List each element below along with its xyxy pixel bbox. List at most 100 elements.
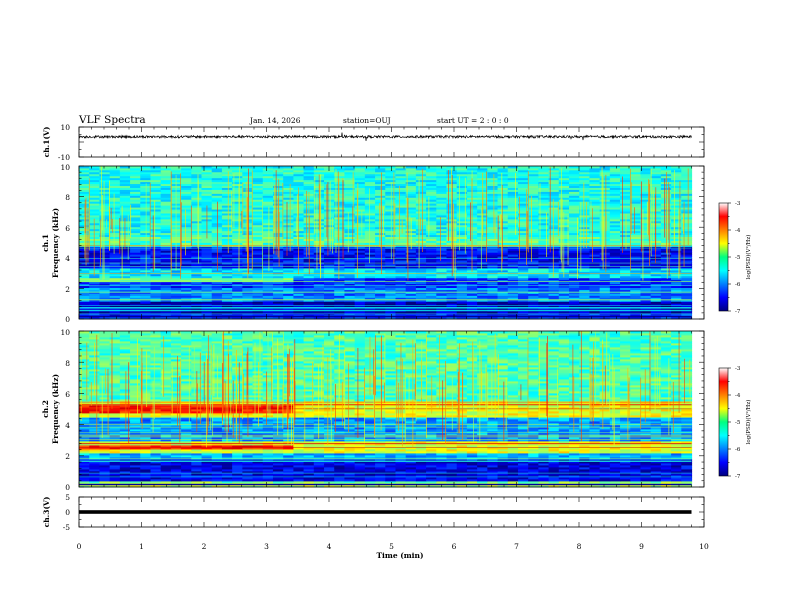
spectrogram-cell <box>232 271 243 275</box>
spectrogram-cell <box>160 287 172 290</box>
spectrogram-cell <box>671 191 682 194</box>
spectrogram-cell <box>89 279 101 283</box>
spectrogram-cell <box>517 197 529 200</box>
spectrogram-cell <box>671 271 682 275</box>
spectrogram-cell <box>660 313 672 316</box>
spectrogram-cell <box>517 181 529 185</box>
spectrogram-cell <box>507 273 519 277</box>
spectrogram-cell <box>589 234 601 238</box>
spectrogram-cell <box>109 209 121 212</box>
spectrogram-cell <box>272 295 284 298</box>
spectrogram-cell <box>599 297 611 300</box>
spectrogram-cell <box>599 181 611 185</box>
spectrogram-cell <box>354 252 366 255</box>
spectrogram-cell <box>538 203 550 206</box>
spectrogram-cell <box>548 297 560 300</box>
spectrogram-cell <box>262 240 274 243</box>
spectrogram-cell <box>140 238 152 241</box>
spectrogram-cell <box>375 258 386 261</box>
ch1-ytick-top: 10 <box>60 123 70 132</box>
spectrogram-cell <box>293 297 305 300</box>
spectrogram-cell <box>313 232 325 236</box>
spectrogram-cell <box>640 299 652 302</box>
spectrogram-cell <box>181 246 192 249</box>
spectrogram-cell <box>109 191 121 194</box>
spectrogram-cell <box>283 246 294 249</box>
spectrogram-cell <box>671 269 682 273</box>
figure-title: VLF Spectra <box>78 114 146 126</box>
spectrogram-cell <box>181 266 192 269</box>
spectrogram-cell <box>252 281 264 285</box>
spectrogram-cell <box>620 230 631 234</box>
spectrogram-cell <box>528 189 539 192</box>
spectrogram-cell <box>609 271 621 275</box>
spectrogram-cell <box>620 317 631 320</box>
spectrogram-cell <box>650 264 662 267</box>
spectrogram-cell <box>640 269 652 273</box>
spectrogram-cell <box>181 269 192 273</box>
spectrogram-cell <box>538 277 550 281</box>
spectrogram-cell <box>517 234 529 238</box>
spectrogram-cell <box>262 209 274 212</box>
spectrogram-cell <box>201 301 213 304</box>
spectrogram-sferic <box>175 174 177 271</box>
spectrogram-cell <box>620 203 631 206</box>
spectrogram-cell <box>232 281 243 285</box>
spectrogram-cell <box>538 275 550 279</box>
spectrogram-cell <box>160 317 172 320</box>
spectrogram-sferic <box>326 184 328 238</box>
spectrogram-cell <box>160 224 172 228</box>
spectrogram-cell <box>487 303 499 306</box>
spectrogram-cell <box>201 256 213 259</box>
spectrogram-cell <box>283 199 294 202</box>
spectrogram-cell <box>671 301 682 304</box>
spectrogram-cell <box>497 250 509 253</box>
spectrogram-cell <box>262 207 274 210</box>
spectrogram-cell <box>89 248 101 251</box>
spectrogram-cell <box>375 297 386 300</box>
spectrogram-cell <box>324 317 335 320</box>
spectrogram-cell <box>232 279 243 283</box>
spectrogram-cell <box>324 246 335 249</box>
spectrogram-cell <box>140 226 152 230</box>
spectrogram-cell <box>548 238 560 241</box>
spectrogram-cell <box>487 189 499 192</box>
spectrogram-cell <box>548 289 560 292</box>
spectrogram-cell <box>456 246 468 249</box>
spectrogram-cell <box>609 299 621 302</box>
spectrogram-cell <box>630 256 642 259</box>
spectrogram-cell <box>660 287 672 290</box>
spectrogram-cell <box>89 236 101 239</box>
spectrogram-cell <box>99 209 111 212</box>
spectrogram-cell <box>426 230 437 234</box>
spectrogram-cell <box>548 252 560 255</box>
spectrogram-cell <box>426 269 437 273</box>
spectrogram-cell <box>630 252 642 255</box>
spectrogram-cell <box>252 266 264 269</box>
spectrogram-cell <box>497 301 509 304</box>
spectrogram-cell <box>497 197 509 200</box>
spectrogram-cell <box>283 273 294 277</box>
spectrogram-cell <box>660 258 672 261</box>
spectrogram-cell <box>620 234 631 238</box>
spectrogram-cell <box>160 238 172 241</box>
spectrogram-cell <box>558 209 570 212</box>
spectrogram-cell <box>569 195 580 198</box>
spectrogram-cell <box>272 258 284 261</box>
spectrogram-cell <box>150 209 162 212</box>
spectrogram-cell <box>109 285 121 289</box>
spectrogram-cell <box>415 258 427 261</box>
spectrogram-cell <box>497 305 509 308</box>
spectrogram-cell <box>569 252 580 255</box>
spectrogram-cell <box>436 226 448 230</box>
spectrogram-cell <box>344 252 356 255</box>
spectrogram-line <box>79 299 692 301</box>
spectrogram-cell <box>324 205 335 208</box>
spectrogram-cell <box>221 248 233 251</box>
spectrogram-cell <box>150 271 162 275</box>
spectrogram-cell <box>283 226 294 230</box>
spectrogram-cell <box>221 305 233 308</box>
spectrogram-cell <box>191 222 203 226</box>
spectrogram-cell <box>609 191 621 194</box>
spectrogram-sferic <box>154 200 156 270</box>
